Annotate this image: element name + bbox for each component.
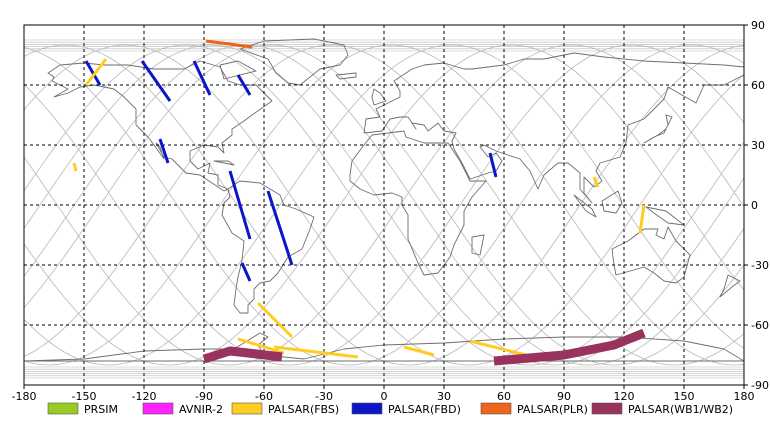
legend-label: PALSAR(FBD) bbox=[388, 403, 461, 416]
legend-label: PRSIM bbox=[84, 403, 118, 416]
x-tick-label: -90 bbox=[195, 390, 213, 403]
coastline-new-guinea bbox=[645, 206, 685, 226]
swath-mark bbox=[158, 138, 170, 164]
swath-mark bbox=[202, 346, 283, 364]
x-tick-label: -30 bbox=[315, 390, 333, 403]
x-tick-label: -180 bbox=[12, 390, 37, 403]
legend-swatch-icon bbox=[142, 402, 174, 415]
swath-mark bbox=[205, 39, 253, 49]
swath-mark bbox=[140, 60, 172, 102]
coastline-japan bbox=[643, 114, 673, 144]
x-tick-label: -60 bbox=[255, 390, 273, 403]
coastline-borneo bbox=[601, 190, 623, 214]
swath-mark bbox=[236, 74, 252, 96]
coastline-new-zealand bbox=[719, 274, 741, 298]
swath-mark bbox=[72, 162, 78, 172]
coastline-eurasia bbox=[363, 52, 745, 204]
x-tick-label: -120 bbox=[132, 390, 157, 403]
legend-label: PALSAR(FBS) bbox=[268, 403, 339, 416]
coastline-south-america bbox=[221, 180, 315, 314]
y-tick-label: -90 bbox=[751, 379, 769, 392]
legend: PRSIM AVNIR-2 PALSAR(FBS) PALSAR(FBD) PALSAR… bbox=[47, 402, 733, 416]
x-tick-label: 0 bbox=[381, 390, 388, 403]
swath-mark bbox=[240, 262, 252, 282]
legend-label: PALSAR(PLR) bbox=[517, 403, 588, 416]
swath-mark bbox=[84, 60, 102, 86]
lat-lon-grid bbox=[24, 25, 744, 385]
legend-swatch-icon bbox=[480, 402, 512, 415]
swath-mark bbox=[273, 345, 359, 359]
swath-mark bbox=[493, 328, 646, 366]
x-tick-label: 30 bbox=[437, 390, 451, 403]
coastline-north-america bbox=[47, 60, 273, 192]
swath-mark bbox=[488, 152, 498, 178]
y-tick-label: 0 bbox=[751, 199, 758, 212]
legend-swatch-icon bbox=[231, 402, 263, 415]
swath-mark bbox=[256, 301, 294, 339]
coastline-sumatra bbox=[573, 194, 597, 218]
swath-mark bbox=[266, 190, 294, 266]
coastline-australia bbox=[611, 226, 691, 284]
y-tick-label: -30 bbox=[751, 259, 769, 272]
legend-label: AVNIR-2 bbox=[179, 403, 223, 416]
y-tick-label: 60 bbox=[751, 79, 765, 92]
x-tick-label: 60 bbox=[497, 390, 511, 403]
x-tick-label: 150 bbox=[674, 390, 695, 403]
swath-mark bbox=[228, 170, 252, 240]
coastline-iceland bbox=[335, 72, 357, 80]
swath-mark bbox=[84, 58, 108, 86]
coastline-baffin-island bbox=[219, 60, 257, 80]
y-tick-label: 90 bbox=[751, 19, 765, 32]
x-tick-label: 120 bbox=[614, 390, 635, 403]
observation-swaths bbox=[72, 39, 646, 366]
x-tick-label: 90 bbox=[557, 390, 571, 403]
x-tick-label: -150 bbox=[72, 390, 97, 403]
swath-mark bbox=[403, 345, 435, 357]
swath-mark bbox=[638, 204, 646, 234]
coastlines bbox=[23, 38, 745, 362]
coastline-cuba bbox=[213, 160, 235, 166]
y-tick-label: -60 bbox=[751, 319, 769, 332]
coastline-uk bbox=[371, 88, 387, 106]
swath-mark bbox=[592, 176, 600, 188]
swath-mark bbox=[192, 60, 212, 96]
coastline-greenland bbox=[239, 38, 349, 86]
y-tick-label: 30 bbox=[751, 139, 765, 152]
legend-label: PALSAR(WB1/WB2) bbox=[628, 403, 733, 416]
coastline-africa bbox=[349, 130, 487, 276]
swath-mark bbox=[237, 337, 285, 355]
coastline-madagascar bbox=[471, 234, 485, 256]
axis-ticks: -180 -150 -120 -90 -60 -30 0 30 60 90 120 150 180 90 6… bbox=[12, 19, 769, 403]
legend-swatch-icon bbox=[351, 402, 383, 415]
x-tick-label: 180 bbox=[734, 390, 755, 403]
legend-swatch-icon bbox=[47, 402, 79, 415]
legend-swatch-icon bbox=[591, 402, 623, 415]
